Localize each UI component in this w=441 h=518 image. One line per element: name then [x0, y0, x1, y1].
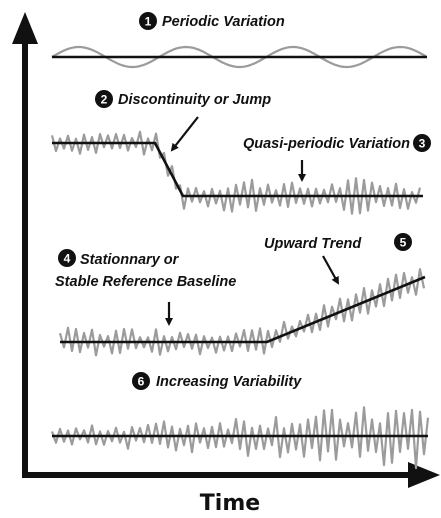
axes: Time — [12, 12, 440, 516]
trend-baseline — [60, 275, 426, 344]
periodic-signal — [51, 45, 427, 69]
label-increasing-variability: Increasing Variability — [156, 374, 302, 390]
panel-periodic: 1 Periodic Variation — [51, 12, 427, 69]
x-axis-arrowhead — [408, 462, 440, 488]
number-badge-1-text: 1 — [145, 15, 152, 29]
jump-pointer-arrow — [170, 116, 199, 152]
jump-baseline — [52, 141, 423, 198]
panel-jump: 2 Discontinuity or Jump 3 Quasi-periodic… — [50, 90, 431, 215]
number-badge-6 — [132, 372, 150, 390]
trend-pointer-arrow — [322, 255, 339, 285]
label-periodic-variation: Periodic Variation — [162, 14, 285, 30]
label-discontinuity-or-jump: Discontinuity or Jump — [118, 92, 271, 108]
x-axis-label: Time — [200, 491, 260, 516]
number-badge-3-text: 3 — [419, 137, 426, 151]
number-badge-6-text: 6 — [138, 375, 145, 389]
label-stationary-line2: Stable Reference Baseline — [55, 274, 236, 290]
number-badge-3 — [413, 134, 431, 152]
number-badge-2-text: 2 — [101, 93, 108, 107]
number-badge-5-text: 5 — [400, 236, 407, 250]
trend-signal — [58, 268, 426, 357]
label-upward-trend: Upward Trend — [264, 236, 362, 252]
number-badge-4 — [58, 249, 76, 267]
label-stationary-line1: Stationnary or — [80, 252, 180, 268]
label-quasi-periodic-variation: Quasi-periodic Variation — [243, 136, 410, 152]
y-axis-arrowhead — [12, 12, 38, 44]
panel-variability: 6 Increasing Variability — [50, 372, 430, 470]
variability-signal — [50, 406, 430, 470]
number-badge-1 — [139, 12, 157, 30]
panel-trend: 4 Stationnary or Stable Reference Baseli… — [55, 233, 426, 357]
number-badge-4-text: 4 — [64, 252, 71, 266]
number-badge-2 — [95, 90, 113, 108]
number-badge-5 — [394, 233, 412, 251]
